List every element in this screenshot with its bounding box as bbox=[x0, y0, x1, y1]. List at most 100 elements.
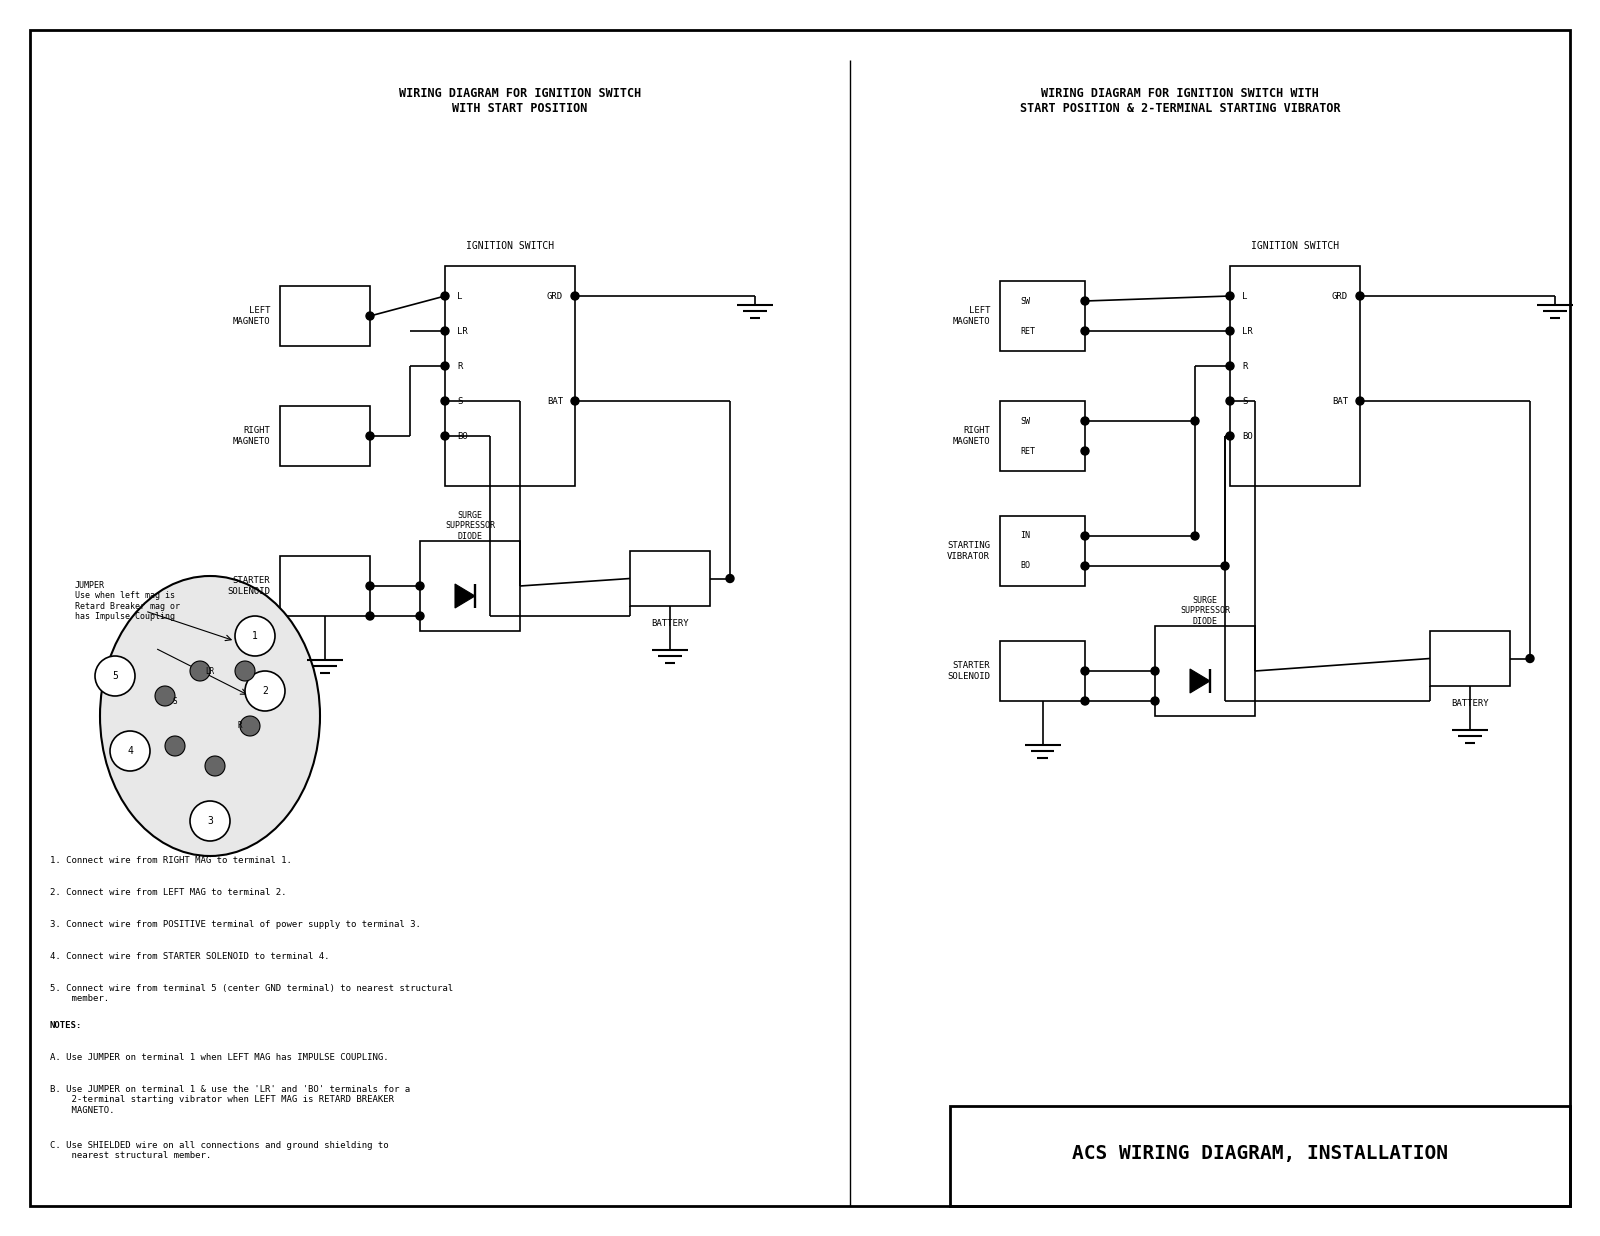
Text: GRD: GRD bbox=[1331, 292, 1347, 300]
Circle shape bbox=[571, 292, 579, 300]
Text: SW: SW bbox=[1021, 417, 1030, 425]
Text: RIGHT
MAGNETO: RIGHT MAGNETO bbox=[952, 426, 990, 446]
Circle shape bbox=[235, 616, 275, 656]
Bar bbox=[630, 551, 710, 606]
Circle shape bbox=[205, 756, 226, 776]
Circle shape bbox=[1190, 417, 1198, 425]
Circle shape bbox=[1082, 417, 1090, 425]
Bar bbox=[445, 266, 574, 486]
Circle shape bbox=[442, 433, 450, 440]
Text: BO: BO bbox=[458, 431, 467, 440]
Text: L: L bbox=[458, 292, 462, 300]
Text: RET: RET bbox=[1021, 326, 1035, 335]
Text: SW: SW bbox=[1021, 297, 1030, 305]
Text: L: L bbox=[1242, 292, 1248, 300]
Text: LR: LR bbox=[458, 326, 467, 335]
Circle shape bbox=[726, 575, 734, 582]
Bar bbox=[280, 556, 370, 616]
Text: NOTES:: NOTES: bbox=[50, 1021, 82, 1030]
Polygon shape bbox=[1190, 669, 1210, 693]
Text: STARTER
SOLENOID: STARTER SOLENOID bbox=[947, 661, 990, 681]
Circle shape bbox=[1082, 297, 1090, 305]
Text: BO: BO bbox=[1021, 561, 1030, 571]
Text: SURGE
SUPPRESSOR
DIODE: SURGE SUPPRESSOR DIODE bbox=[1181, 596, 1230, 625]
Bar bbox=[1000, 641, 1085, 701]
Circle shape bbox=[366, 612, 374, 620]
Circle shape bbox=[245, 671, 285, 711]
Circle shape bbox=[442, 328, 450, 335]
Text: BO: BO bbox=[1242, 431, 1253, 440]
Bar bbox=[1155, 625, 1254, 716]
Circle shape bbox=[1357, 397, 1363, 405]
Text: GRD: GRD bbox=[547, 292, 563, 300]
Circle shape bbox=[416, 612, 424, 620]
Circle shape bbox=[442, 397, 450, 405]
Text: IN: IN bbox=[1021, 531, 1030, 540]
Text: R: R bbox=[1242, 361, 1248, 371]
Circle shape bbox=[1226, 433, 1234, 440]
Circle shape bbox=[1082, 562, 1090, 570]
Circle shape bbox=[1082, 531, 1090, 540]
Circle shape bbox=[571, 397, 579, 405]
Text: S: S bbox=[1242, 397, 1248, 405]
Text: R: R bbox=[238, 722, 242, 730]
Circle shape bbox=[240, 716, 259, 735]
Circle shape bbox=[190, 801, 230, 840]
Circle shape bbox=[1190, 531, 1198, 540]
Text: 5. Connect wire from terminal 5 (center GND terminal) to nearest structural
    : 5. Connect wire from terminal 5 (center … bbox=[50, 984, 453, 1004]
Ellipse shape bbox=[99, 576, 320, 857]
Text: LR: LR bbox=[205, 666, 214, 676]
Bar bbox=[280, 405, 370, 466]
Circle shape bbox=[110, 730, 150, 771]
Circle shape bbox=[1526, 655, 1534, 662]
Circle shape bbox=[1082, 447, 1090, 455]
Text: LEFT
MAGNETO: LEFT MAGNETO bbox=[232, 307, 270, 326]
Text: 4: 4 bbox=[126, 747, 133, 756]
Circle shape bbox=[1226, 328, 1234, 335]
Text: A. Use JUMPER on terminal 1 when LEFT MAG has IMPULSE COUPLING.: A. Use JUMPER on terminal 1 when LEFT MA… bbox=[50, 1053, 389, 1062]
Circle shape bbox=[1226, 397, 1234, 405]
Circle shape bbox=[442, 292, 450, 300]
Bar bbox=[1430, 632, 1510, 686]
Text: S: S bbox=[173, 697, 178, 706]
Circle shape bbox=[235, 661, 254, 681]
Text: BATTERY: BATTERY bbox=[1451, 700, 1490, 708]
Text: WIRING DIAGRAM FOR IGNITION SWITCH WITH
START POSITION & 2-TERMINAL STARTING VIB: WIRING DIAGRAM FOR IGNITION SWITCH WITH … bbox=[1019, 87, 1341, 115]
Text: 2. Connect wire from LEFT MAG to terminal 2.: 2. Connect wire from LEFT MAG to termina… bbox=[50, 887, 286, 897]
Text: 3: 3 bbox=[206, 816, 213, 826]
Circle shape bbox=[155, 686, 174, 706]
Bar bbox=[1000, 400, 1085, 471]
Text: 2: 2 bbox=[262, 686, 267, 696]
Text: BAT: BAT bbox=[1331, 397, 1347, 405]
Bar bbox=[280, 286, 370, 346]
Circle shape bbox=[1082, 328, 1090, 335]
Text: LR: LR bbox=[1242, 326, 1253, 335]
Circle shape bbox=[190, 661, 210, 681]
Circle shape bbox=[1150, 667, 1158, 675]
Circle shape bbox=[366, 582, 374, 590]
Text: BAT: BAT bbox=[547, 397, 563, 405]
Circle shape bbox=[1221, 562, 1229, 570]
Text: R: R bbox=[458, 361, 462, 371]
Text: SURGE
SUPPRESSOR
DIODE: SURGE SUPPRESSOR DIODE bbox=[445, 512, 494, 541]
Text: JUMPER
Use when left mag is
Retard Breaker mag or
has Impulse Coupling: JUMPER Use when left mag is Retard Break… bbox=[75, 581, 179, 622]
Text: 3. Connect wire from POSITIVE terminal of power supply to terminal 3.: 3. Connect wire from POSITIVE terminal o… bbox=[50, 920, 421, 929]
Bar bbox=[1230, 266, 1360, 486]
Circle shape bbox=[416, 582, 424, 590]
Text: RIGHT
MAGNETO: RIGHT MAGNETO bbox=[232, 426, 270, 446]
Text: WIRING DIAGRAM FOR IGNITION SWITCH
WITH START POSITION: WIRING DIAGRAM FOR IGNITION SWITCH WITH … bbox=[398, 87, 642, 115]
Bar bbox=[1000, 281, 1085, 351]
Text: BATTERY: BATTERY bbox=[651, 619, 690, 628]
Circle shape bbox=[94, 656, 134, 696]
Circle shape bbox=[1082, 667, 1090, 675]
Bar bbox=[1000, 515, 1085, 586]
Circle shape bbox=[442, 362, 450, 370]
Text: 4. Connect wire from STARTER SOLENOID to terminal 4.: 4. Connect wire from STARTER SOLENOID to… bbox=[50, 952, 330, 962]
Text: IGNITION SWITCH: IGNITION SWITCH bbox=[466, 241, 554, 251]
Text: STARTER
SOLENOID: STARTER SOLENOID bbox=[227, 576, 270, 596]
Text: LEFT
MAGNETO: LEFT MAGNETO bbox=[952, 307, 990, 326]
Text: STARTING
VIBRATOR: STARTING VIBRATOR bbox=[947, 541, 990, 561]
Circle shape bbox=[1226, 292, 1234, 300]
Text: IGNITION SWITCH: IGNITION SWITCH bbox=[1251, 241, 1339, 251]
Circle shape bbox=[1357, 292, 1363, 300]
